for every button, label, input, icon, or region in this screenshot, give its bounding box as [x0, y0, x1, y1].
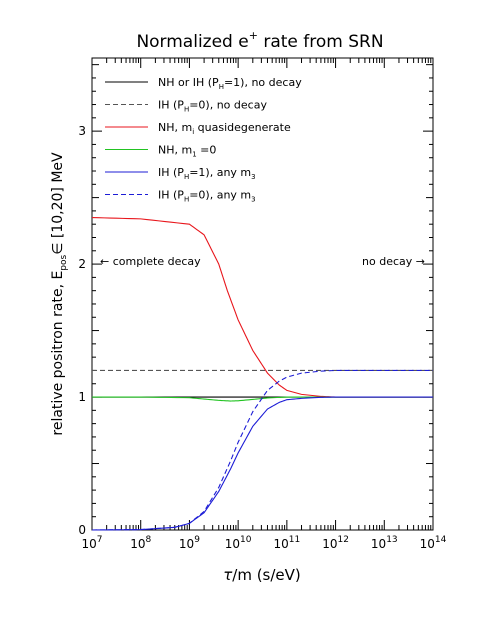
chart-title-main: Normalized e: [136, 32, 248, 52]
x-tick-exp: 14: [435, 535, 447, 545]
series-line-6: [91, 369, 433, 531]
legend-label-sub: H: [184, 196, 189, 204]
legend-label-6: IH (PH=0), any m3: [158, 189, 256, 204]
legend-label-text: IH (P: [158, 166, 184, 179]
legend-label-text: NH or IH (P: [158, 76, 219, 89]
x-axis-label-sym: τ: [223, 566, 233, 584]
legend-label-2: IH (PH=0), no decay: [158, 99, 267, 114]
x-tick-base: 10: [225, 537, 240, 551]
annotation-no-decay: no decay →: [362, 255, 425, 268]
x-tick-base: 10: [81, 537, 96, 551]
x-tick-base: 10: [273, 537, 288, 551]
x-tick-label-7: 107: [81, 535, 102, 551]
legend-label-sub: H: [184, 106, 189, 114]
legend-label-5: IH (PH=1), any m3: [158, 166, 256, 181]
legend-label-sub2: 3: [251, 173, 255, 181]
y-tick-label-0: 0: [78, 523, 86, 537]
plot-frame: [91, 57, 434, 531]
x-tick-label-11: 1011: [273, 535, 300, 551]
legend-label-text-rest: quasidegenerate: [194, 121, 291, 134]
legend-label-text: NH, m: [158, 121, 192, 134]
legend-label-sub: 1: [192, 151, 196, 159]
y-axis-label-rest: ∈ [10,20] MeV: [50, 152, 66, 255]
x-tick-label-9: 109: [179, 535, 200, 551]
legend-label-text: NH, m: [158, 144, 192, 157]
chart-title-sup: +: [249, 29, 258, 42]
legend-label-sub: i: [192, 128, 194, 136]
legend-label-text-rest: =1), no decay: [224, 76, 302, 89]
x-tick-exp: 7: [97, 535, 103, 545]
x-tick-exp: 10: [240, 535, 252, 545]
x-tick-exp: 8: [145, 535, 151, 545]
x-axis-label-rest: /m (s/eV): [232, 566, 301, 584]
legend-label-3: NH, mi quasidegenerate: [158, 121, 291, 136]
x-tick-label-12: 1012: [322, 535, 349, 551]
x-tick-base: 10: [130, 537, 145, 551]
legend-label-sub: H: [184, 173, 189, 181]
y-tick-label-1: 1: [78, 390, 86, 404]
x-tick-label-14: 1014: [420, 535, 447, 551]
y-axis-label-sub: pos: [59, 254, 69, 270]
chart-title-rest: rate from SRN: [258, 32, 384, 52]
legend-label-1: NH or IH (PH=1), no decay: [158, 76, 302, 91]
legend-label-text-rest: =0: [197, 144, 217, 157]
legend-label-sub2: 3: [251, 196, 255, 204]
y-tick-label-2: 2: [78, 257, 86, 271]
x-tick-base: 10: [322, 537, 337, 551]
legend-label-4: NH, m1 =0: [158, 144, 216, 159]
x-tick-exp: 12: [337, 535, 348, 545]
x-tick-label-8: 108: [130, 535, 151, 551]
x-tick-exp: 11: [289, 535, 300, 545]
legend-label-text-rest: =0), no decay: [189, 99, 267, 112]
x-tick-base: 10: [420, 537, 435, 551]
x-tick-base: 10: [371, 537, 386, 551]
legend-label-text: IH (P: [158, 189, 184, 202]
y-axis-label-main: relative positron rate, E: [50, 271, 66, 436]
legend-label-text-rest: =0), any m: [189, 189, 251, 202]
legend-label-sub: H: [219, 83, 224, 91]
y-axis-label: relative positron rate, Epos∈ [10,20] Me…: [50, 152, 69, 436]
x-tick-label-13: 1013: [371, 535, 398, 551]
series-line-4: [92, 396, 433, 402]
axis-ticks: [91, 58, 434, 531]
chart-title: Normalized e+ rate from SRN: [136, 29, 383, 52]
legend-label-text-rest: =1), any m: [189, 166, 251, 179]
x-tick-exp: 13: [386, 535, 397, 545]
series-lines: [91, 217, 433, 531]
x-axis-label: τ/m (s/eV): [223, 566, 301, 584]
annotation-complete-decay: ← complete decay: [100, 255, 201, 268]
x-tick-exp: 9: [194, 535, 200, 545]
y-tick-label-3: 3: [78, 124, 86, 138]
series-line-5: [91, 396, 433, 531]
x-tick-label-10: 1010: [225, 535, 252, 551]
x-tick-base: 10: [179, 537, 194, 551]
legend-label-text: IH (P: [158, 99, 184, 112]
